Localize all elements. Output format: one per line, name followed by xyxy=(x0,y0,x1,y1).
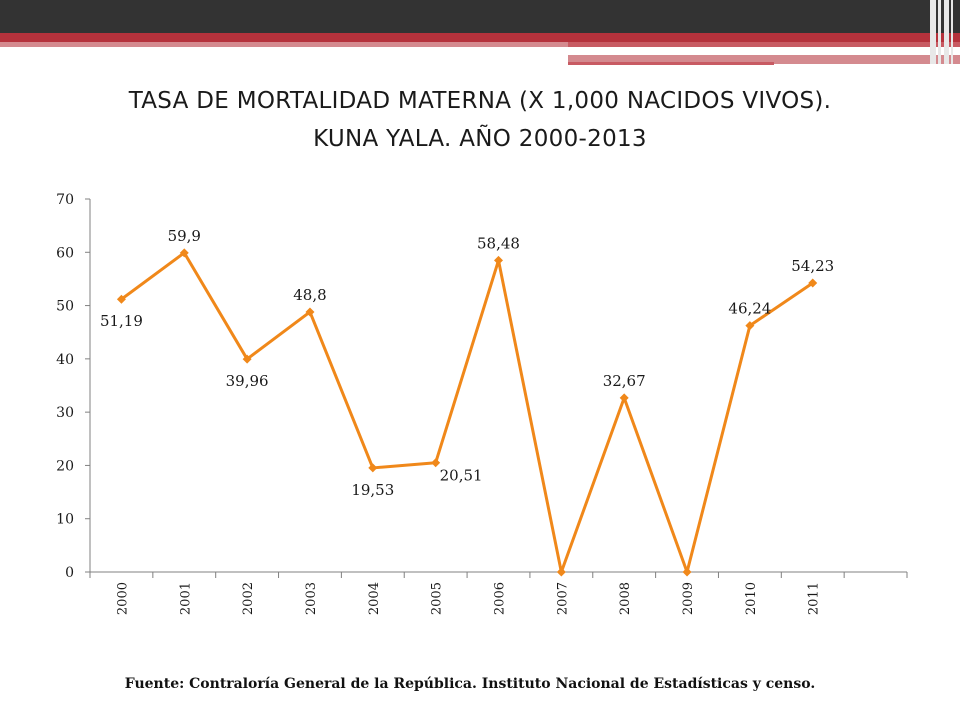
data-point xyxy=(682,567,692,577)
data-point xyxy=(116,294,126,304)
x-tick-label: 2007 xyxy=(555,582,570,615)
data-label: 51,19 xyxy=(100,312,143,330)
x-tick-label: 2008 xyxy=(618,582,633,615)
y-tick-label: 40 xyxy=(56,352,74,368)
data-point xyxy=(179,248,189,258)
y-tick-label: 50 xyxy=(56,299,74,315)
data-point xyxy=(242,354,252,364)
y-tick-label: 70 xyxy=(56,192,74,208)
data-label: 32,67 xyxy=(603,372,646,390)
data-point xyxy=(305,307,315,317)
x-tick-label: 2003 xyxy=(304,582,319,615)
slide-title-line-1: TASA DE MORTALIDAD MATERNA (X 1,000 NACI… xyxy=(128,88,832,114)
data-point xyxy=(745,321,755,331)
x-tick-label: 2005 xyxy=(430,582,445,615)
data-point xyxy=(431,458,441,468)
data-label: 59,9 xyxy=(168,227,201,245)
line-chart: 0 10 20 30 40 50 60 70 2000 2001 2002 2003 2004 2005 2… xyxy=(56,192,908,615)
data-label: 46,24 xyxy=(728,300,771,318)
data-label: 48,8 xyxy=(293,286,326,304)
data-point xyxy=(368,463,378,473)
data-label: 54,23 xyxy=(791,257,834,275)
y-tick-label: 30 xyxy=(56,405,74,421)
x-tick-label: 2006 xyxy=(493,582,508,615)
y-tick-label: 60 xyxy=(56,245,74,261)
x-tick-label: 2011 xyxy=(807,582,822,615)
data-label: 39,96 xyxy=(226,372,269,390)
x-tick-label: 2001 xyxy=(178,582,193,615)
data-point xyxy=(619,393,629,403)
data-point xyxy=(808,278,818,288)
header-banner xyxy=(0,0,960,65)
y-tick-label: 20 xyxy=(56,458,74,474)
data-label: 20,51 xyxy=(440,467,483,485)
slide-title: TASA DE MORTALIDAD MATERNA (X 1,000 NACI… xyxy=(0,82,960,158)
x-tick-label: 2009 xyxy=(681,582,696,615)
y-tick-label: 0 xyxy=(65,565,74,581)
x-tick-label: 2010 xyxy=(744,582,759,615)
data-label: 19,53 xyxy=(351,481,394,499)
slide-title-line-2: KUNA YALA. AÑO 2000-2013 xyxy=(313,126,647,152)
series-line xyxy=(120,251,814,574)
x-tick-label: 2002 xyxy=(241,582,256,615)
data-point xyxy=(556,567,566,577)
y-tick-label: 10 xyxy=(56,512,74,528)
x-tick-label: 2000 xyxy=(115,582,130,615)
data-label: 58,48 xyxy=(477,234,520,252)
x-tick-label: 2004 xyxy=(367,582,382,615)
data-point xyxy=(494,255,503,265)
source-note: Fuente: Contraloría General de la Repúbl… xyxy=(124,676,816,692)
